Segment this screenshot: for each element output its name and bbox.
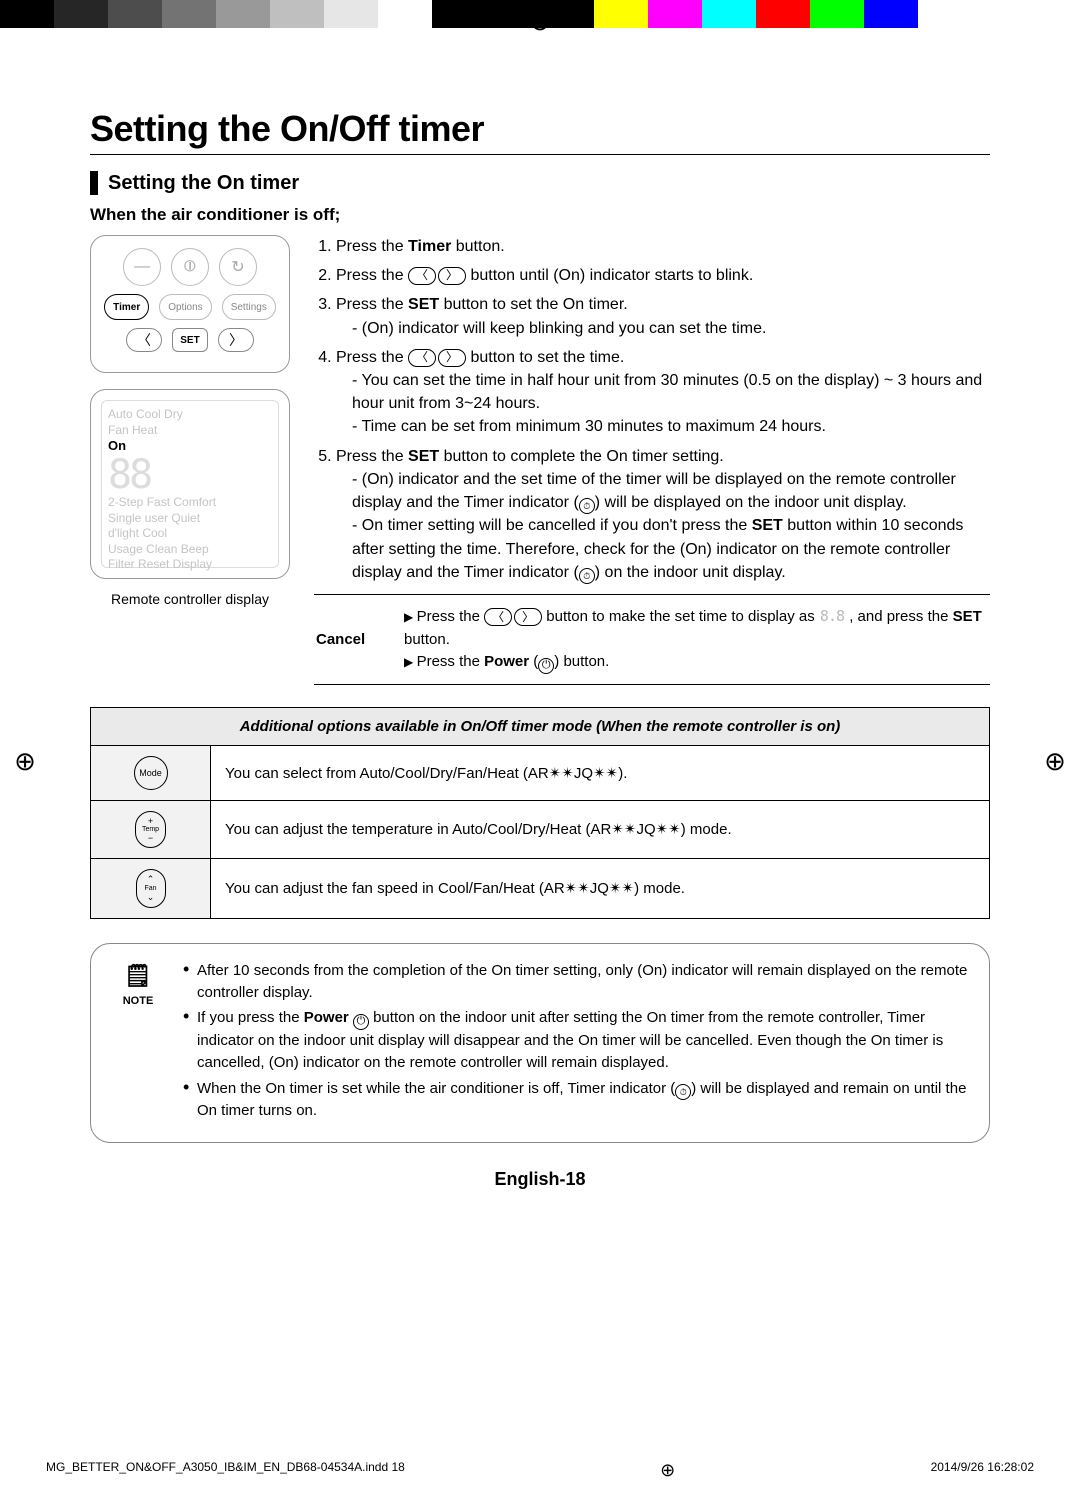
ghost-mode-line2: Fan Heat bbox=[108, 423, 272, 439]
left-arrow-button: 〈 bbox=[126, 328, 162, 352]
step-4: Press the 〈〉 button to set the time.You … bbox=[336, 346, 990, 439]
remote-display-panel: Auto Cool Dry Fan Heat On 88 2-Step Fast… bbox=[90, 389, 290, 579]
ghost-mode-line1: Auto Cool Dry bbox=[108, 407, 272, 423]
note-item: When the On timer is set while the air c… bbox=[183, 1078, 969, 1122]
options-row: ⌃Fan⌄ You can adjust the fan speed in Coo… bbox=[91, 858, 990, 918]
step-5: Press the SET button to complete the On … bbox=[336, 445, 990, 585]
options-header: Additional options available in On/Off t… bbox=[91, 707, 990, 745]
step-3: Press the SET button to set the On timer… bbox=[336, 293, 990, 339]
section-accent-bar bbox=[90, 171, 98, 195]
note-items: After 10 seconds from the completion of … bbox=[183, 960, 969, 1126]
cancel-line-2: Press the Power (⏻) button. bbox=[404, 651, 988, 674]
cancel-box: Cancel Press the 〈〉 button to make the s… bbox=[314, 594, 990, 684]
instruction-column: Press the Timer button. Press the 〈〉 butt… bbox=[314, 235, 990, 685]
note-box: 🗒 NOTE After 10 seconds from the complet… bbox=[90, 943, 990, 1143]
remote-pill-options: Options bbox=[159, 294, 211, 320]
section-header: Setting the On timer bbox=[90, 171, 990, 195]
remote-buttons-panel: — ⦶ ↻ Timer Options Settings 〈 SET 〉 bbox=[90, 235, 290, 373]
remote-pill-timer: Timer bbox=[104, 294, 149, 320]
section-title: Setting the On timer bbox=[108, 172, 299, 195]
remote-top-button: ↻ bbox=[219, 248, 257, 286]
cancel-line-1: Press the 〈〉 button to make the set time… bbox=[404, 605, 988, 651]
page-number: English-18 bbox=[90, 1169, 990, 1190]
remote-top-button: ⦶ bbox=[171, 248, 209, 286]
option-button-temp: +Temp− bbox=[135, 811, 166, 848]
print-footer: MG_BETTER_ON&OFF_A3050_IB&IM_EN_DB68-045… bbox=[0, 1460, 1080, 1481]
page-title: Setting the On/Off timer bbox=[90, 108, 990, 150]
option-button-mode: Mode bbox=[134, 756, 168, 790]
note-item: After 10 seconds from the completion of … bbox=[183, 960, 969, 1004]
registration-mark-top: ⊕ bbox=[525, 6, 555, 36]
options-row: +Temp− You can adjust the temperature in … bbox=[91, 800, 990, 858]
note-label: 🗒 NOTE bbox=[111, 960, 165, 1126]
set-button: SET bbox=[172, 328, 208, 352]
remote-caption: Remote controller display bbox=[90, 591, 290, 607]
options-row: Mode You can select from Auto/Cool/Dry/Fa… bbox=[91, 745, 990, 800]
title-rule bbox=[90, 154, 990, 155]
note-item: If you press the Power ⏻ button on the i… bbox=[183, 1007, 969, 1073]
option-button-fan: ⌃Fan⌄ bbox=[136, 869, 166, 908]
note-icon: 🗒 bbox=[111, 960, 165, 992]
footer-regmark: ⊕ bbox=[660, 1460, 675, 1481]
ghost-digits: 88 bbox=[108, 455, 272, 495]
cancel-items: Press the 〈〉 button to make the set time… bbox=[404, 605, 988, 673]
option-description: You can adjust the temperature in Auto/C… bbox=[211, 800, 990, 858]
footer-left: MG_BETTER_ON&OFF_A3050_IB&IM_EN_DB68-045… bbox=[46, 1460, 405, 1481]
remote-top-button: — bbox=[123, 248, 161, 286]
option-description: You can select from Auto/Cool/Dry/Fan/He… bbox=[211, 745, 990, 800]
registration-mark-right: ⊕ bbox=[1040, 746, 1070, 776]
condition-subhead: When the air conditioner is off; bbox=[90, 205, 990, 225]
registration-mark-left: ⊕ bbox=[10, 746, 40, 776]
remote-pill-settings: Settings bbox=[222, 294, 276, 320]
step-1: Press the Timer button. bbox=[336, 235, 990, 258]
cancel-label: Cancel bbox=[316, 629, 386, 651]
options-table: Additional options available in On/Off t… bbox=[90, 707, 990, 919]
step-2: Press the 〈〉 button until (On) indicator… bbox=[336, 264, 990, 287]
footer-right: 2014/9/26 16:28:02 bbox=[931, 1460, 1034, 1481]
remote-illustrations: — ⦶ ↻ Timer Options Settings 〈 SET 〉 Auto Co… bbox=[90, 235, 290, 685]
option-description: You can adjust the fan speed in Cool/Fan… bbox=[211, 858, 990, 918]
right-arrow-button: 〉 bbox=[218, 328, 254, 352]
